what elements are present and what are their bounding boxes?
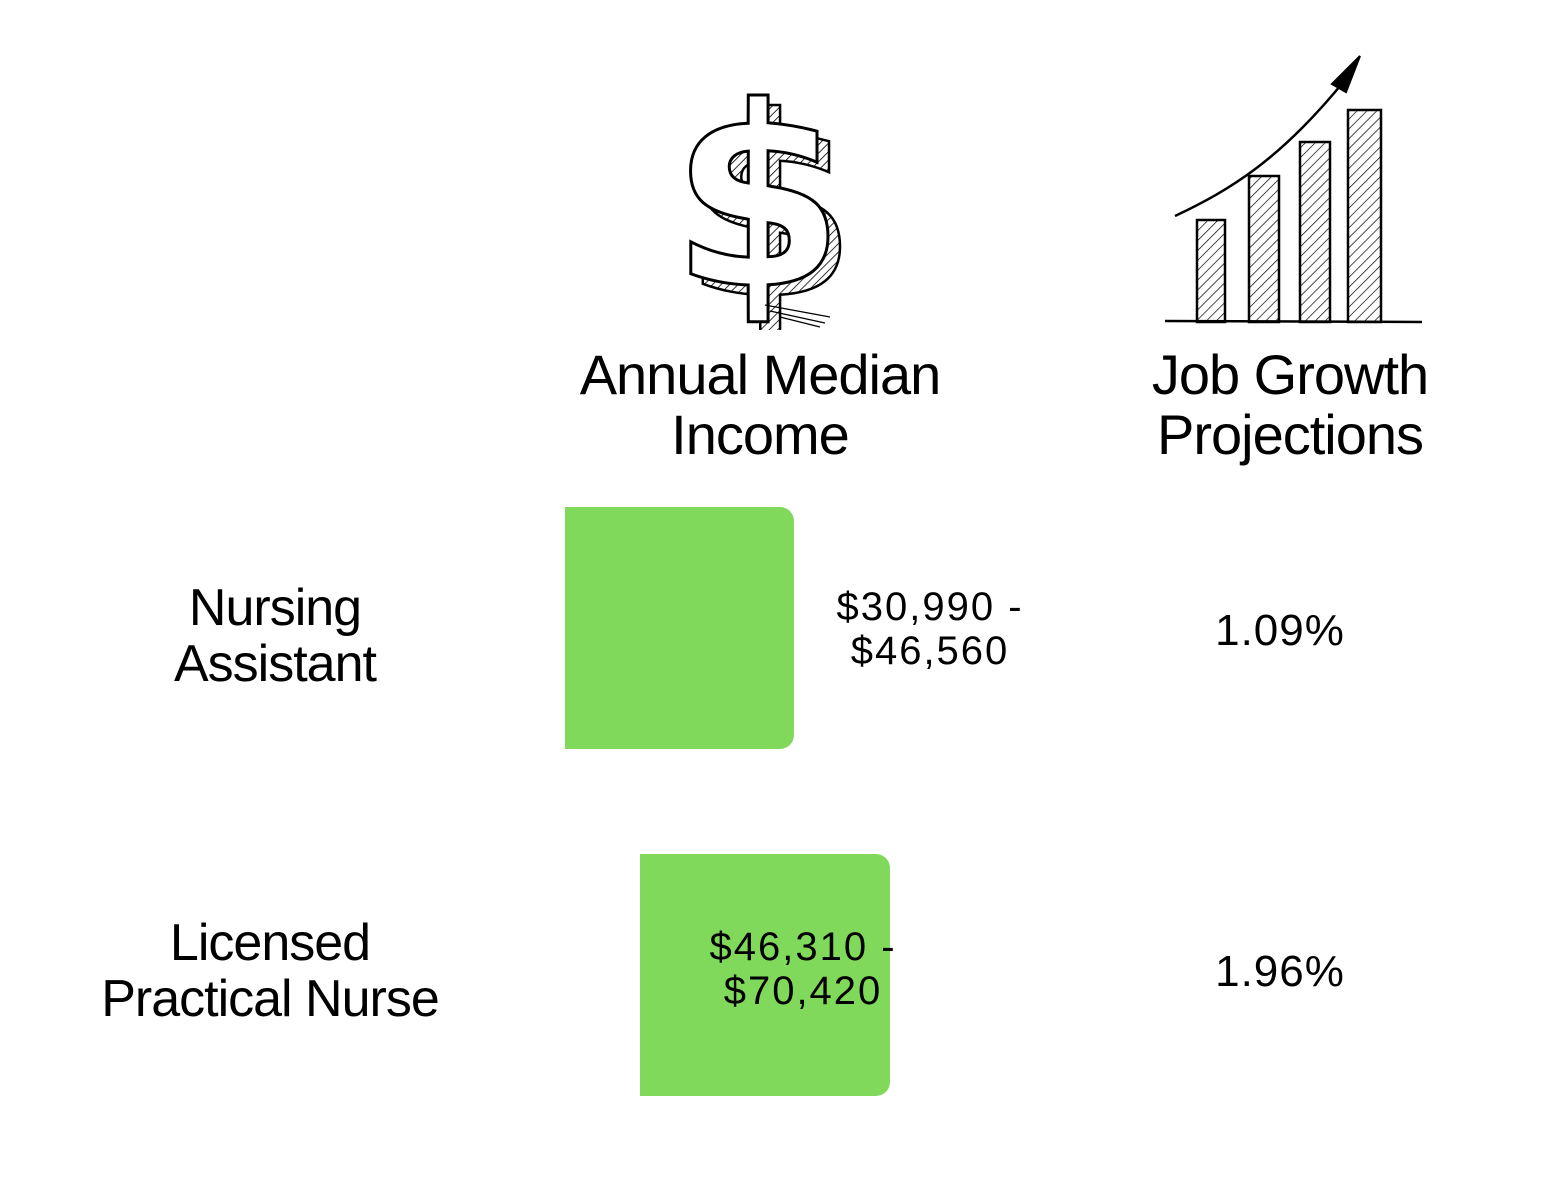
svg-text:$: $ bbox=[683, 63, 857, 330]
income-range-label: $46,310 - $70,420 bbox=[663, 925, 943, 1013]
row-label-nursing-assistant: Nursing Assistant bbox=[60, 580, 490, 692]
income-bar bbox=[640, 854, 890, 1096]
income-bar bbox=[565, 507, 794, 749]
income-range-line2: $70,420 bbox=[723, 969, 883, 1013]
growth-chart-icon bbox=[1164, 55, 1423, 324]
svg-text:$: $ bbox=[671, 55, 845, 330]
growth-value: 1.96% bbox=[1215, 947, 1345, 996]
row-label-line1: Licensed bbox=[169, 914, 371, 972]
dollar-sign-icon: $ $ bbox=[670, 55, 858, 330]
row-label-line2: Practical Nurse bbox=[101, 970, 440, 1028]
growth-header-line1: Job Growth bbox=[1151, 343, 1429, 406]
income-range-line2: $46,560 bbox=[850, 629, 1010, 673]
income-header-line1: Annual Median bbox=[579, 343, 942, 406]
income-range-label: $30,990 - $46,560 bbox=[790, 585, 1070, 673]
income-header: Annual Median Income bbox=[540, 345, 980, 465]
growth-header: Job Growth Projections bbox=[1100, 345, 1480, 465]
row-label-licensed-practical-nurse: Licensed Practical Nurse bbox=[40, 915, 500, 1027]
row-label-line2: Assistant bbox=[174, 635, 377, 693]
growth-value: 1.09% bbox=[1215, 606, 1345, 655]
growth-header-line2: Projections bbox=[1156, 403, 1424, 466]
row-label-line1: Nursing bbox=[188, 579, 362, 637]
income-header-line2: Income bbox=[671, 403, 850, 466]
income-range-line1: $46,310 - bbox=[709, 925, 897, 969]
income-range-line1: $30,990 - bbox=[836, 585, 1024, 629]
